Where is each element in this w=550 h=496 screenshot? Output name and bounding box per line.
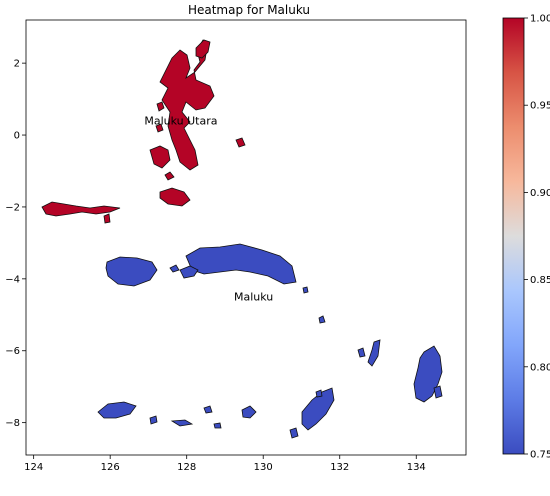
wetar-island (97, 401, 137, 419)
y-tick-label: −8 (5, 418, 20, 429)
morotai-island (195, 39, 211, 59)
damar-islet (315, 389, 323, 398)
aru-islet (433, 385, 443, 399)
x-tick-label: 128 (177, 462, 196, 473)
small-island-1 (164, 171, 175, 181)
sula-islands (41, 201, 121, 217)
small-seram-islet (169, 264, 180, 273)
colorbar-tick-label: 0.80 (530, 362, 550, 373)
y-tick-label: 2 (14, 59, 20, 70)
ternate-island (156, 101, 165, 112)
x-tick-label: 124 (24, 462, 43, 473)
small-island-2 (235, 137, 246, 148)
obi-island (159, 187, 191, 207)
tanimbar-islet (289, 427, 299, 439)
colorbar (502, 17, 525, 455)
romang-islet (213, 422, 222, 429)
sula-islet (103, 213, 111, 224)
region-label-maluku: Maluku (234, 290, 273, 303)
ambon-island (179, 265, 199, 279)
map-axes-frame (25, 19, 467, 456)
leti-islet (170, 419, 194, 427)
x-tick-label: 130 (254, 462, 273, 473)
x-tick-label: 132 (330, 462, 349, 473)
x-axis: 124 126 128 130 132 134 (24, 455, 426, 473)
colorbar-tick-label: 1.00 (530, 14, 550, 25)
y-tick-label: −4 (5, 274, 20, 285)
kei-islands (367, 339, 381, 367)
y-axis: 2 0 −2 −4 −6 −8 (5, 59, 26, 429)
banda-islet-1 (302, 286, 309, 294)
x-tick-label: 134 (407, 462, 426, 473)
buru-island (105, 256, 158, 287)
colorbar-tick-label: 0.75 (530, 450, 550, 461)
colorbar-tick-label: 0.95 (530, 101, 550, 112)
colorbar-ticks: 1.00 0.95 0.90 0.85 0.80 0.75 (524, 14, 550, 461)
halmahera-island (159, 39, 215, 171)
seram-island (185, 243, 297, 285)
x-tick-label: 126 (101, 462, 120, 473)
y-tick-label: 0 (14, 131, 20, 142)
kisar-islet (149, 415, 158, 425)
region-label-maluku-utara: Maluku Utara (144, 114, 217, 127)
bacan-island (149, 145, 171, 169)
sermata-islet (203, 405, 213, 414)
colorbar-tick-label: 0.85 (530, 275, 550, 286)
kei-islet (357, 347, 366, 358)
babar-island (241, 405, 257, 419)
chart-title: Heatmap for Maluku (188, 3, 310, 17)
small-island-3 (155, 123, 164, 133)
region-labels: Maluku Utara Maluku (144, 114, 273, 303)
map-islands (41, 39, 443, 439)
colorbar-tick-label: 0.90 (530, 188, 550, 199)
y-tick-label: −6 (5, 346, 20, 357)
y-tick-label: −2 (5, 202, 20, 213)
banda-islet-2 (318, 315, 326, 324)
